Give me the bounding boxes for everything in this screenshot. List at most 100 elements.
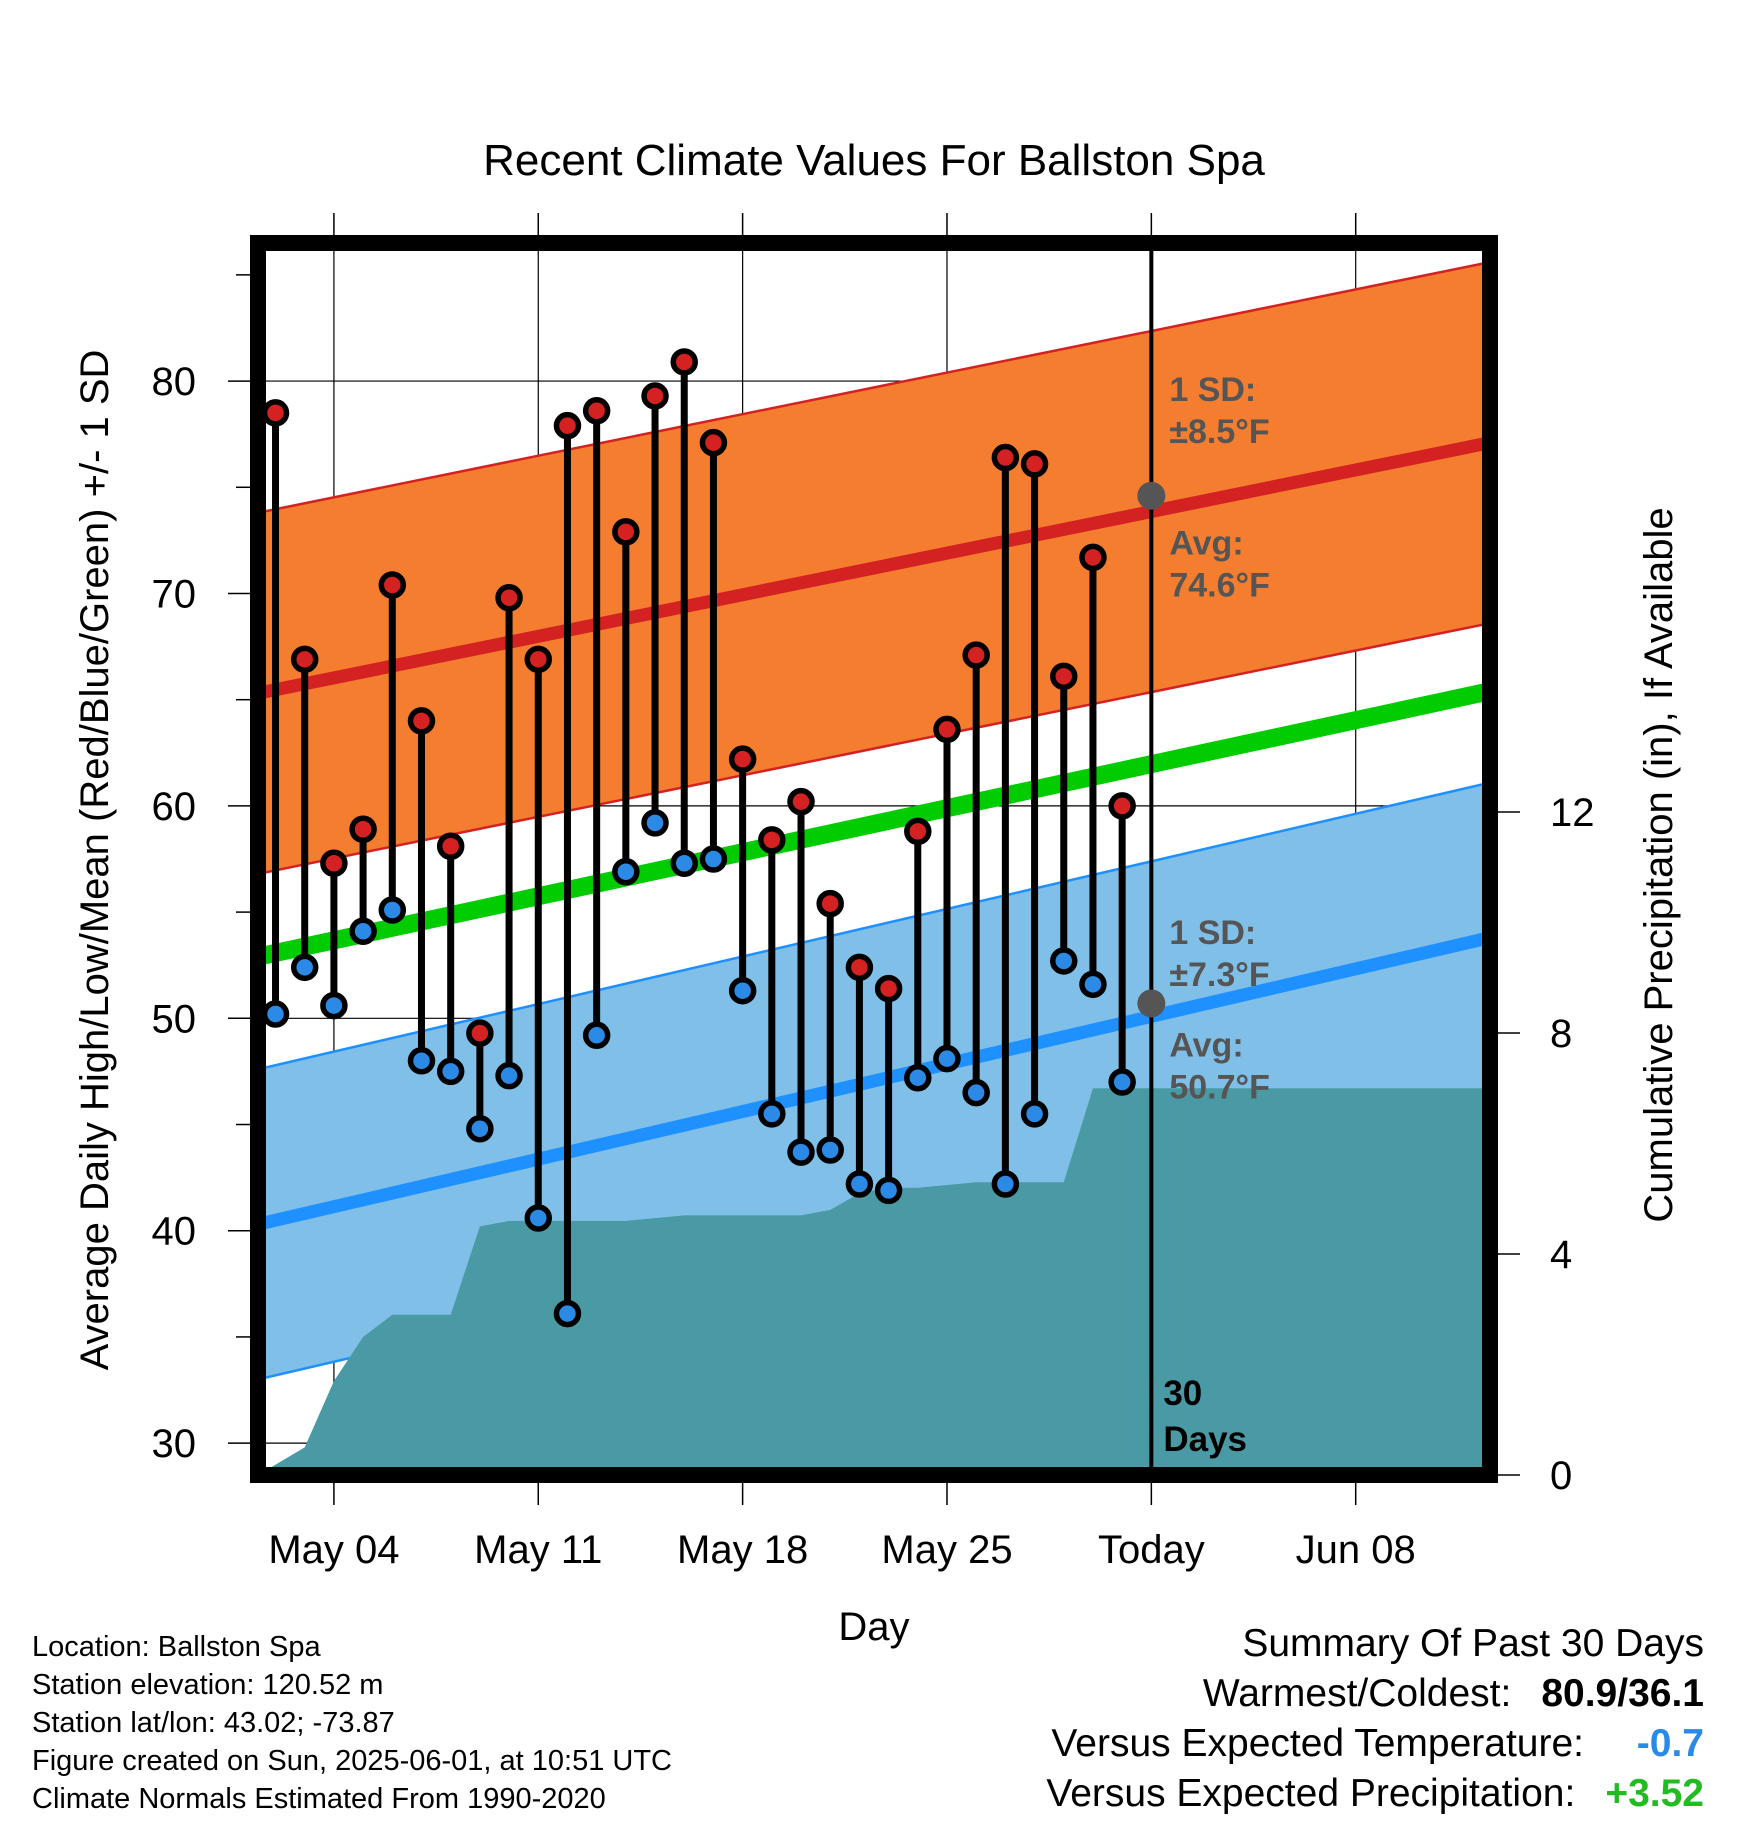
daily-high-point: [787, 787, 815, 816]
x-tick-label: May 04: [268, 1528, 399, 1572]
daily-high-point: [670, 348, 698, 376]
daily-high-point: [1108, 792, 1136, 820]
y2-tick-label: 4: [1550, 1233, 1572, 1277]
annotation-high-avg: Avg:: [1169, 524, 1243, 562]
daily-high-point: [991, 443, 1020, 472]
daily-low-point: [904, 1064, 932, 1092]
temp-departure-label: Versus Expected Temperature:: [1051, 1722, 1584, 1765]
daily-low-point: [787, 1138, 815, 1166]
summary-title: Summary Of Past 30 Days: [1242, 1622, 1704, 1665]
daily-low-point: [349, 917, 377, 945]
daily-low-point: [1020, 1100, 1049, 1128]
warm-cold-value: 80.9/36.1: [1541, 1672, 1704, 1715]
precip-departure-label: Versus Expected Precipitation:: [1046, 1772, 1576, 1815]
precip-area: [258, 1088, 1490, 1475]
daily-high-point: [320, 849, 348, 877]
daily-low-point: [1108, 1068, 1136, 1096]
daily-high-point: [466, 1019, 494, 1047]
daily-low-point: [1079, 970, 1107, 999]
y2-tick-label: 0: [1550, 1454, 1572, 1498]
annotation-low-avg: Avg:: [1169, 1027, 1243, 1065]
daily-low-point: [553, 1299, 582, 1328]
daily-low-point: [933, 1044, 961, 1073]
annotation-high-avg-val: 74.6°F: [1169, 566, 1270, 604]
x-tick-label: Today: [1098, 1528, 1205, 1572]
daily-low-point: [612, 857, 640, 886]
annotation-high-sd-val: ±8.5°F: [1169, 413, 1269, 451]
plot-area: 1 SD: ±8.5°F Avg: 74.6°F 1 SD: ±7.3°F Avg: 50.7…: [152, 213, 1595, 1572]
x-tick-label: May 18: [677, 1528, 808, 1572]
normals-text: Climate Normals Estimated From 1990-2020: [32, 1783, 606, 1815]
created-text: Figure created on Sun, 2025-06-01, at 10…: [32, 1745, 672, 1777]
normal-high-band-lower: [258, 621, 1490, 876]
daily-low-point: [728, 976, 757, 1005]
y-tick-label: 80: [152, 360, 197, 404]
daily-low-point: [582, 1021, 611, 1050]
daily-high-point: [874, 974, 903, 1003]
daily-high-point: [816, 889, 844, 918]
daily-low-point: [261, 1000, 290, 1028]
daily-low-point: [874, 1176, 903, 1205]
daily-high-point: [728, 745, 757, 773]
y-tick-label: 60: [152, 785, 197, 829]
y-tick-label: 70: [152, 572, 197, 616]
y-tick-label: 50: [152, 997, 197, 1041]
daily-high-point: [495, 583, 523, 612]
y2-tick-label: 8: [1550, 1012, 1572, 1056]
normal-low-line: [258, 931, 1490, 1231]
daily-low-point: [407, 1047, 436, 1075]
daily-high-point: [582, 397, 611, 425]
summary-panel: Summary Of Past 30 Days Warmest/Coldest:…: [1046, 1622, 1704, 1822]
elevation-text: Station elevation: 120.52 m: [32, 1669, 384, 1701]
days-count-label: 30: [1163, 1374, 1202, 1413]
latlon-text: Station lat/lon: 43.02; -73.87: [32, 1707, 395, 1739]
y-tick-label: 30: [152, 1422, 197, 1466]
daily-high-point: [407, 707, 436, 735]
daily-high-point: [1079, 543, 1107, 572]
daily-high-point: [1020, 450, 1049, 478]
daily-high-point: [758, 826, 786, 854]
daily-high-point: [553, 411, 582, 440]
daily-low-point: [641, 809, 669, 837]
daily-high-point: [933, 715, 961, 744]
location-text: Location: Ballston Spa: [32, 1631, 321, 1663]
daily-high-point: [962, 641, 990, 669]
daily-low-point: [816, 1136, 844, 1164]
daily-high-point: [290, 645, 319, 674]
daily-high-point: [378, 571, 407, 599]
x-tick-label: May 11: [474, 1528, 602, 1572]
annotation-low-avg-val: 50.7°F: [1169, 1069, 1270, 1107]
daily-low-point: [290, 953, 319, 982]
daily-high-point: [699, 428, 728, 457]
daily-high-point: [349, 815, 377, 844]
daily-low-point: [466, 1115, 494, 1143]
daily-low-point: [378, 896, 407, 924]
daily-high-point: [641, 382, 669, 410]
x-tick-label: May 25: [881, 1528, 1012, 1572]
daily-high-point: [1050, 662, 1078, 691]
daily-low-point: [670, 849, 698, 877]
annotation-low-sd-val: ±7.3°F: [1169, 956, 1269, 994]
chart-title: Recent Climate Values For Ballston Spa: [483, 136, 1265, 185]
today-low-avg-marker: [1137, 989, 1166, 1018]
plot-interior: [258, 243, 1490, 1475]
plot-frame: [250, 235, 1498, 1483]
temp-departure-value: -0.7: [1636, 1722, 1704, 1765]
today-high-avg-marker: [1137, 481, 1166, 510]
normal-high-band-upper: [258, 260, 1490, 514]
daily-low-point: [495, 1061, 523, 1090]
daily-high-point: [845, 953, 874, 982]
daily-high-point: [436, 832, 465, 861]
y2-tick-label: 12: [1550, 791, 1595, 835]
daily-low-point: [962, 1078, 990, 1107]
daily-low-point: [320, 991, 348, 1020]
station-info: Location: Ballston Spa Station elevation…: [32, 1628, 672, 1818]
x-axis-label: Day: [838, 1605, 909, 1649]
daily-high-point: [261, 399, 290, 427]
daily-low-point: [845, 1170, 874, 1198]
y-axis-label: Average Daily High/Low/Mean (Red/Blue/Gr…: [73, 350, 117, 1371]
y-tick-label: 40: [152, 1210, 197, 1254]
precip-departure-value: +3.52: [1605, 1772, 1704, 1815]
daily-low-point: [758, 1100, 786, 1128]
